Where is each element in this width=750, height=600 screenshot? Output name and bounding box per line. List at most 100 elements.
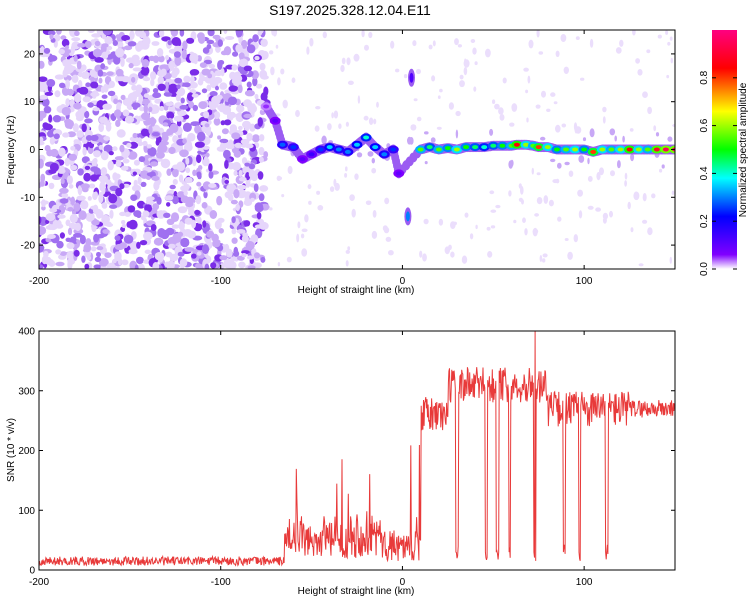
spectrogram-faint-blob [371,230,378,239]
spectrogram-faint-blob [333,110,339,119]
spectrogram-noise-blob [39,216,42,224]
spectrogram-faint-blob [561,123,567,128]
spectrogram-faint-blob [438,218,444,226]
spectrogram-noise-blob [182,138,187,144]
spectrogram-noise-blob [231,228,237,235]
spectrogram-y-tick-label: 0 [29,145,35,156]
spectrogram-noise-blob [214,219,222,230]
spectrogram-faint-blob [560,34,567,42]
spectrogram-noise-blob [192,156,197,167]
spectrogram-noise-blob [141,98,151,105]
spectrogram-noise-blob [68,153,78,161]
spectrogram-noise-blob [121,259,129,266]
spectrogram-faint-blob [548,199,554,207]
spectrogram-noise-blob [126,221,132,228]
spectrogram-ridge-point [335,147,342,152]
spectrogram-ridge-point [426,145,433,150]
spectrogram-noise-blob [169,184,176,190]
spectrogram-noise-blob [220,68,225,77]
spectrogram-noise-blob [189,69,200,76]
spectrogram-noise-blob [127,92,138,102]
spectrogram-noise-blob [196,251,202,256]
spectrogram-faint-blob [492,99,496,104]
spectrogram-noise-blob [197,34,206,44]
colorbar-tick-label: 0.2 [699,214,710,228]
spectrogram-noise-blob [115,119,121,127]
spectrogram-ridge-point [381,152,388,157]
spectrogram-noise-blob [229,71,237,80]
spectrogram-noise-blob [201,202,208,209]
spectrogram-faint-blob [346,57,351,66]
spectrogram-faint-blob [301,248,308,257]
spectrogram-noise-blob [207,73,213,79]
spectrogram-noise-blob [152,55,160,63]
spectrogram-noise-blob [114,243,125,251]
spectrogram-ridge-point [344,149,351,154]
spectrogram-noise-blob [128,62,134,69]
spectrogram-noise-blob [263,151,269,158]
spectrogram-faint-blob [602,106,607,113]
spectrogram-noise-blob [81,123,87,133]
spectrogram-noise-blob [259,69,268,79]
spectrogram-faint-blob [672,124,675,127]
spectrogram-noise-blob [111,51,117,59]
spectrogram-noise-blob [112,40,119,46]
spectrogram-noise-blob [231,64,238,71]
spectrogram-noise-blob [40,173,46,182]
spectrogram-faint-blob [450,221,456,230]
snr-y-tick-label: 0 [29,566,35,577]
spectrogram-faint-blob [295,109,300,118]
spectrogram-noise-blob [152,88,159,94]
spectrogram-noise-blob [254,55,260,61]
spectrogram-faint-blob [610,170,615,177]
spectrogram-x-tick-label: -100 [211,276,231,287]
spectrogram-noise-blob [178,174,184,183]
spectrogram-noise-blob [212,239,221,245]
spectrogram-noise-blob [233,170,238,176]
spectrogram-noise-blob [123,45,133,51]
spectrogram-noise-blob [181,49,187,60]
spectrogram-noise-blob [73,54,78,62]
snr-y-axis-title: SNR (10 * v/v) [6,418,17,482]
spectrogram-faint-blob [573,234,578,243]
spectrogram-faint-blob [371,157,375,164]
spectrogram-faint-blob [277,262,281,267]
spectrogram-faint-blob [388,250,394,256]
spectrogram-ridge-point [354,142,360,147]
spectrogram-noise-blob [152,203,160,211]
spectrogram-noise-blob [103,136,111,141]
spectrogram-noise-blob [53,133,60,140]
spectrogram-faint-blob [354,173,359,180]
spectrogram-faint-blob [602,217,607,224]
spectrogram-noise-blob [139,31,147,39]
spectrogram-noise-blob [256,212,262,220]
spectrogram-noise-blob [44,91,54,96]
spectrogram-faint-blob [475,224,478,230]
spectrogram-noise-blob [258,221,269,230]
spectrogram-faint-blob [540,136,546,141]
spectrogram-noise-blob [238,58,249,68]
spectrogram-noise-blob [112,258,117,264]
spectrogram-noise-blob [90,205,98,210]
spectrogram-noise-blob [90,166,99,172]
spectrogram-noise-blob [238,176,247,182]
spectrogram-noise-blob [215,85,219,91]
spectrogram-noise-blob [114,156,124,161]
spectrogram-noise-blob [238,52,245,60]
spectrogram-ridge-point [544,145,551,150]
spectrogram-feature [405,211,410,222]
spectrogram-noise-blob [177,206,188,214]
spectrogram-noise-blob [231,237,238,244]
spectrogram-noise-blob [247,265,256,269]
spectrogram-noise-blob [142,140,148,147]
spectrogram-noise-blob [243,113,253,119]
spectrogram-ridge-point [553,147,560,152]
spectrogram-noise-blob [130,194,138,201]
colorbar-label: Normalized spectral amplitude [738,82,749,217]
spectrogram-noise-blob [219,138,229,144]
spectrogram-noise-blob [185,196,195,204]
spectrogram-faint-blob [300,233,305,239]
spectrogram-faint-blob [376,101,379,108]
spectrogram-noise-blob [227,96,238,106]
spectrogram-noise-blob [81,71,90,79]
